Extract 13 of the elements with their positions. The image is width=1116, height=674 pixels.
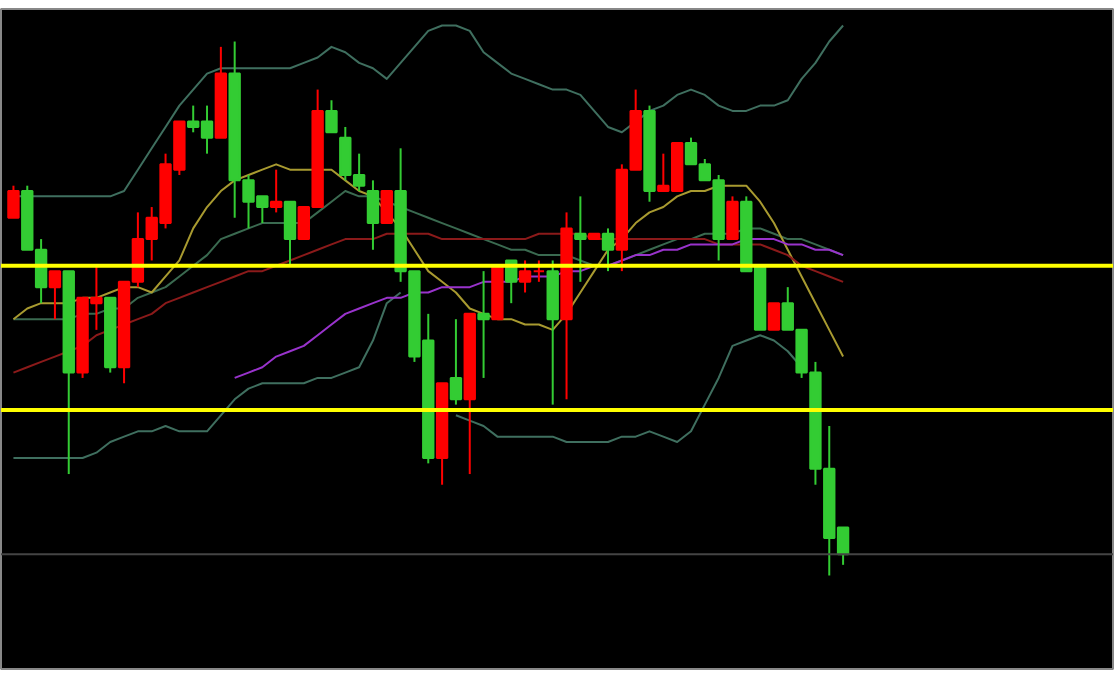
candlestick [601, 227, 615, 273]
candlestick [325, 99, 338, 134]
candlestick [574, 195, 587, 283]
candlestick [7, 184, 20, 219]
candlestick [48, 270, 62, 321]
candlestick [449, 318, 463, 406]
candlestick [380, 190, 393, 225]
candlestick [283, 200, 297, 267]
candlestick [767, 302, 781, 331]
candlestick [726, 195, 739, 241]
candlestick [366, 179, 380, 251]
candlestick [477, 270, 490, 379]
candlestick [269, 168, 283, 214]
